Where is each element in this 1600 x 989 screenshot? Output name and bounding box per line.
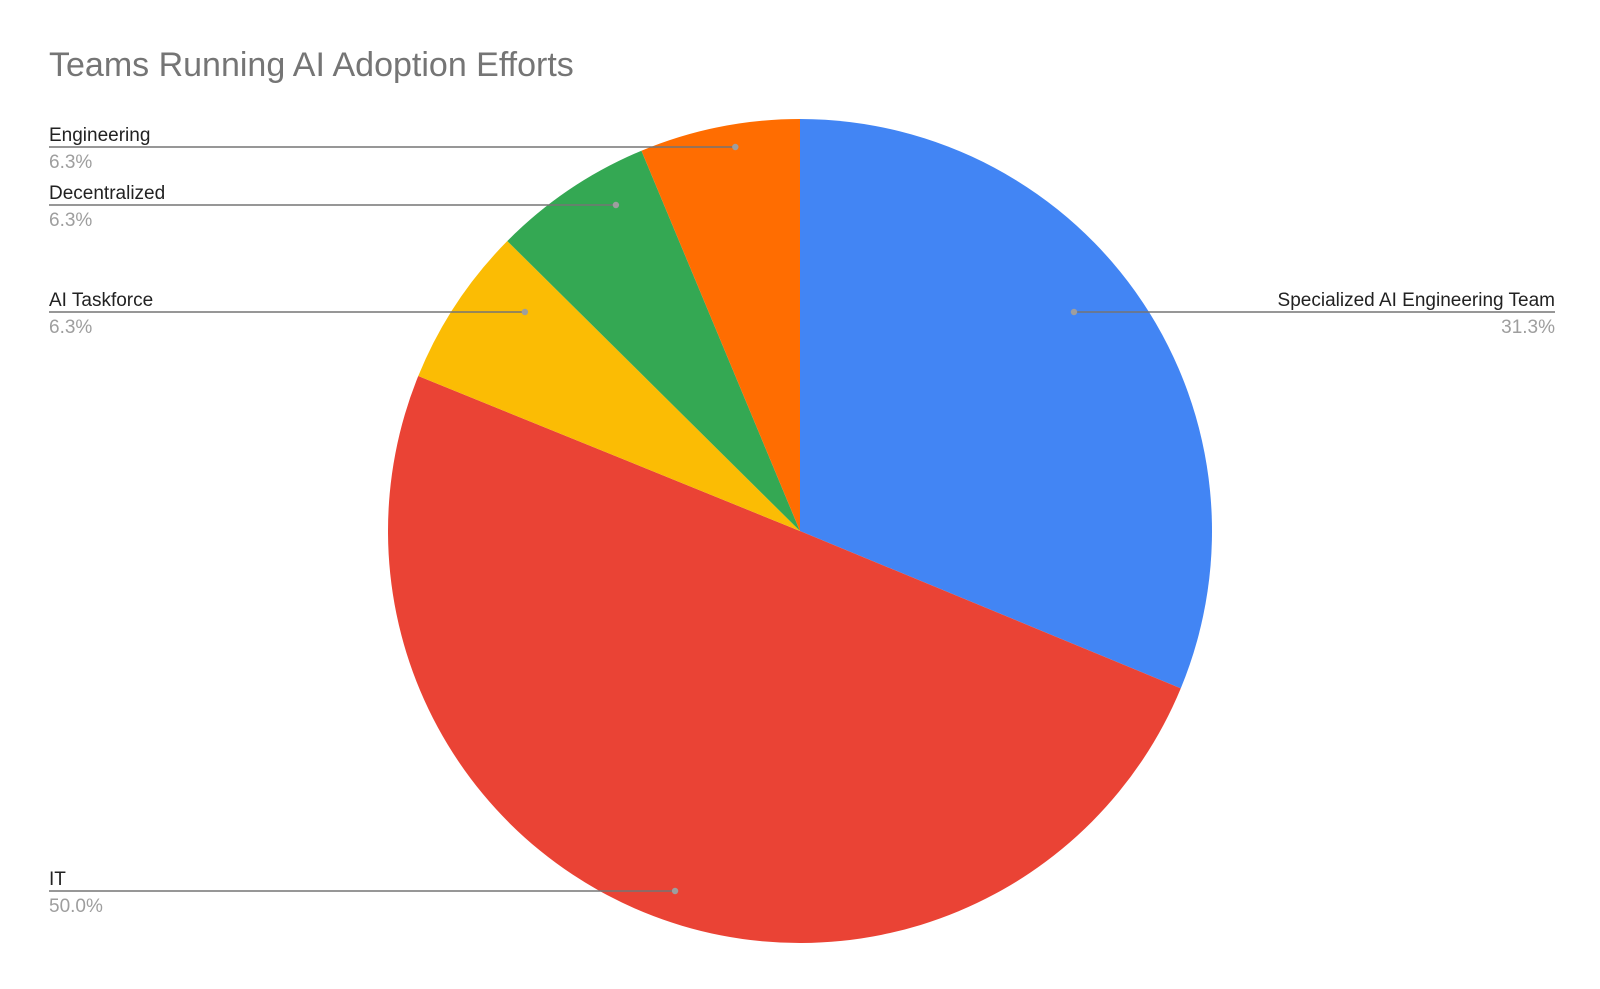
leader-dot-ai-taskforce	[522, 309, 528, 315]
pie-slices	[388, 119, 1212, 943]
slice-label-specialized-ai-engineering-team: Specialized AI Engineering Team	[1278, 290, 1555, 311]
leader-dot-decentralized	[613, 202, 619, 208]
slice-percent-ai-taskforce: 6.3%	[49, 317, 92, 338]
slice-percent-specialized-ai-engineering-team: 31.3%	[1501, 317, 1555, 338]
slice-percent-it: 50.0%	[49, 896, 103, 917]
leader-dot-engineering	[732, 144, 738, 150]
chart-title: Teams Running AI Adoption Efforts	[49, 46, 574, 84]
leader-dot-specialized-ai-engineering-team	[1071, 309, 1077, 315]
slice-percent-engineering: 6.3%	[49, 152, 92, 173]
slice-label-it: IT	[49, 869, 66, 890]
slice-percent-decentralized: 6.3%	[49, 210, 92, 231]
slice-label-ai-taskforce: AI Taskforce	[49, 290, 153, 311]
slice-label-engineering: Engineering	[49, 125, 150, 146]
slice-label-decentralized: Decentralized	[49, 183, 165, 204]
leader-dot-it	[672, 888, 678, 894]
